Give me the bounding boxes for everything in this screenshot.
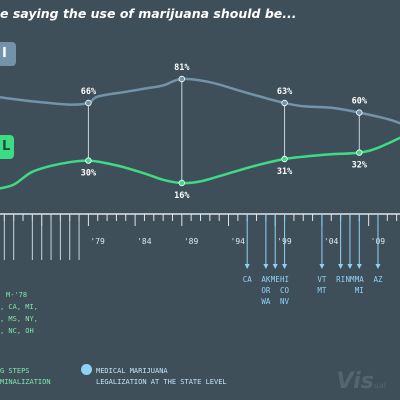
medical-state-WA: WA: [261, 297, 271, 306]
medical-arrowhead-icon-0: [244, 264, 250, 269]
data-point-illegal-1: [178, 75, 186, 83]
decrim-states-line-1: , CA, MI,: [0, 303, 38, 311]
tick-label-5: '04: [324, 237, 339, 246]
medical-state-CO: CO: [280, 286, 290, 295]
data-point-legal-0: [85, 157, 92, 164]
medical-state-MA: MA: [355, 275, 365, 284]
medical-arrowhead-icon-6: [347, 264, 353, 269]
medical-state-VT: VT: [317, 275, 327, 284]
decrim-label-line-2: MINALIZATION: [0, 378, 51, 386]
series-line-legal: [0, 136, 400, 190]
medical-state-CA: CA: [243, 275, 253, 284]
watermark-logo: Visual: [337, 369, 386, 394]
data-label-illegal-0: 66%: [81, 87, 97, 97]
data-label-legal-2: 31%: [277, 167, 293, 177]
decrim-states-head: M-'78: [6, 291, 28, 299]
tick-label-2: '89: [184, 237, 199, 246]
medical-state-AZ: AZ: [373, 275, 383, 284]
chart-title: e saying the use of marijuana should be.…: [0, 6, 297, 21]
data-label-illegal-2: 63%: [277, 87, 293, 97]
medical-arrowhead-icon-8: [375, 264, 381, 269]
medical-arrowhead-icon-7: [356, 264, 362, 269]
series-line-illegal: [0, 77, 400, 125]
medical-state-OR: OR: [261, 286, 271, 295]
tick-label-0: '79: [90, 237, 105, 246]
data-label-illegal-1: 81%: [174, 63, 190, 73]
medical-state-NM: NM: [345, 275, 355, 284]
medical-state-HI: HI: [280, 275, 289, 284]
tick-label-1: '84: [137, 237, 152, 246]
medical-state-RI: RI: [336, 275, 345, 284]
series-tag-legal: L: [0, 135, 14, 159]
medical-arrowhead-icon-5: [338, 264, 344, 269]
logo-main: Vis: [336, 369, 374, 394]
data-point-legal-3: [356, 149, 363, 156]
medical-state-ME: ME: [271, 275, 281, 284]
medical-legend-dot-icon: [81, 364, 92, 375]
medical-arrowhead-icon-4: [319, 264, 325, 269]
medical-label-line-1: MEDICAL MARIJUANA: [96, 367, 168, 375]
medical-state-MI: MI: [355, 286, 364, 295]
data-label-legal-1: 16%: [174, 191, 190, 201]
data-point-legal-2: [281, 155, 288, 163]
medical-state-NV: NV: [280, 297, 290, 306]
data-point-illegal-2: [281, 99, 288, 107]
tick-label-3: '94: [231, 237, 246, 246]
data-label-legal-0: 30%: [81, 169, 97, 179]
medical-state-AK: AK: [261, 275, 271, 284]
medical-arrowhead-icon-1: [263, 264, 269, 269]
logo-sub: ual: [373, 381, 386, 390]
data-label-legal-3: 32%: [352, 161, 368, 171]
data-point-illegal-0: [85, 99, 92, 107]
data-point-illegal-3: [356, 109, 363, 116]
data-label-illegal-3: 60%: [352, 97, 368, 107]
series-tag-illegal: I: [0, 42, 16, 66]
data-point-legal-1: [178, 179, 186, 187]
medical-arrowhead-icon-2: [272, 264, 278, 269]
medical-arrowhead-icon-3: [282, 264, 288, 269]
decrim-states-line-2: , MS, NY,: [0, 315, 38, 323]
medical-label-line-2: LEGALIZATION AT THE STATE LEVEL: [96, 378, 227, 386]
medical-state-MT: MT: [317, 286, 327, 295]
decrim-label-line-1: G STEPS: [0, 367, 30, 375]
decrim-states-line-3: , NC, OH: [0, 327, 34, 335]
